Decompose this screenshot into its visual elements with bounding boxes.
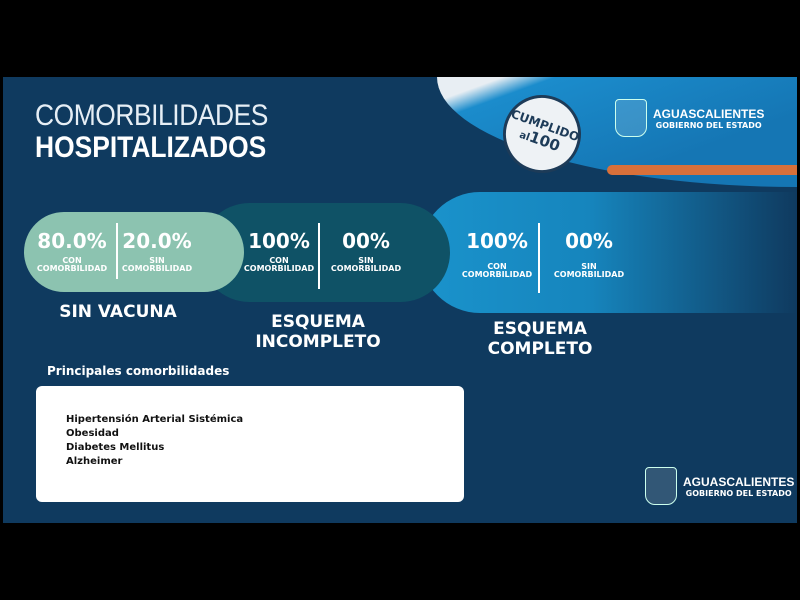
divider bbox=[538, 223, 540, 293]
title-line1: COMORBILIDADES bbox=[35, 99, 268, 132]
stat-value: 100% bbox=[466, 229, 528, 253]
stat-label: SIN bbox=[149, 256, 165, 265]
stat-label: SIN bbox=[358, 256, 374, 265]
pill-sin-vacuna bbox=[24, 212, 244, 292]
stat-sin-vacuna-con: 80.0% CON COMORBILIDAD bbox=[27, 229, 117, 274]
stat-label: CON bbox=[487, 262, 507, 271]
stat-label: CON bbox=[269, 256, 289, 265]
stat-label: SIN bbox=[581, 262, 597, 271]
crest-icon bbox=[645, 467, 677, 505]
stat-sin-vacuna-sin: 20.0% SIN COMORBILIDAD bbox=[112, 229, 202, 274]
stat-value: 20.0% bbox=[122, 229, 192, 253]
comorbidities-heading: Principales comorbilidades bbox=[47, 364, 230, 378]
logo-name: AGUASCALIENTES bbox=[683, 474, 795, 489]
comorbidities-box: Hipertensión Arterial Sistémica Obesidad… bbox=[36, 386, 464, 502]
divider bbox=[318, 223, 320, 289]
stat-incompleto-con: 100% CON COMORBILIDAD bbox=[234, 229, 324, 274]
logo-subtitle: GOBIERNO DEL ESTADO bbox=[685, 488, 792, 498]
stat-completo-con: 100% CON COMORBILIDAD bbox=[452, 229, 542, 280]
stat-label: COMORBILIDAD bbox=[330, 264, 402, 274]
list-item: Alzheimer bbox=[66, 456, 123, 467]
label-esquema-completo: ESQUEMA COMPLETO bbox=[487, 319, 593, 360]
crest-icon bbox=[615, 99, 647, 137]
list-item: Hipertensión Arterial Sistémica bbox=[66, 414, 244, 425]
logo-bottom: AGUASCALIENTES GOBIERNO DEL ESTADO bbox=[645, 467, 794, 505]
stat-value: 00% bbox=[565, 229, 613, 253]
stat-incompleto-sin: 00% SIN COMORBILIDAD bbox=[321, 229, 411, 274]
list-item: Obesidad bbox=[66, 428, 119, 439]
stat-label: COMORBILIDAD bbox=[461, 270, 533, 280]
stat-label: COMORBILIDAD bbox=[243, 264, 315, 274]
stat-value: 00% bbox=[342, 229, 390, 253]
slide: COMORBILIDADES HOSPITALIZADOS CUMPLIDO al… bbox=[3, 77, 797, 523]
logo-top: AGUASCALIENTES GOBIERNO DEL ESTADO bbox=[615, 99, 764, 137]
stat-label: COMORBILIDAD bbox=[553, 270, 625, 280]
label-esquema-incompleto: ESQUEMA INCOMPLETO bbox=[255, 312, 381, 353]
title-line2: HOSPITALIZADOS bbox=[35, 131, 267, 164]
logo-subtitle: GOBIERNO DEL ESTADO bbox=[655, 120, 762, 130]
stat-label: COMORBILIDAD bbox=[121, 264, 193, 274]
label-sin-vacuna: SIN VACUNA bbox=[59, 302, 177, 322]
logo-name: AGUASCALIENTES bbox=[653, 106, 765, 121]
orange-stripe bbox=[607, 165, 797, 175]
pill-esquema-completo bbox=[420, 192, 797, 313]
stat-label: CON bbox=[62, 256, 82, 265]
stat-completo-sin: 00% SIN COMORBILIDAD bbox=[544, 229, 634, 280]
stat-value: 80.0% bbox=[37, 229, 107, 253]
list-item: Diabetes Mellitus bbox=[66, 442, 165, 453]
stat-label: COMORBILIDAD bbox=[36, 264, 108, 274]
divider bbox=[116, 223, 118, 279]
stat-value: 100% bbox=[248, 229, 310, 253]
